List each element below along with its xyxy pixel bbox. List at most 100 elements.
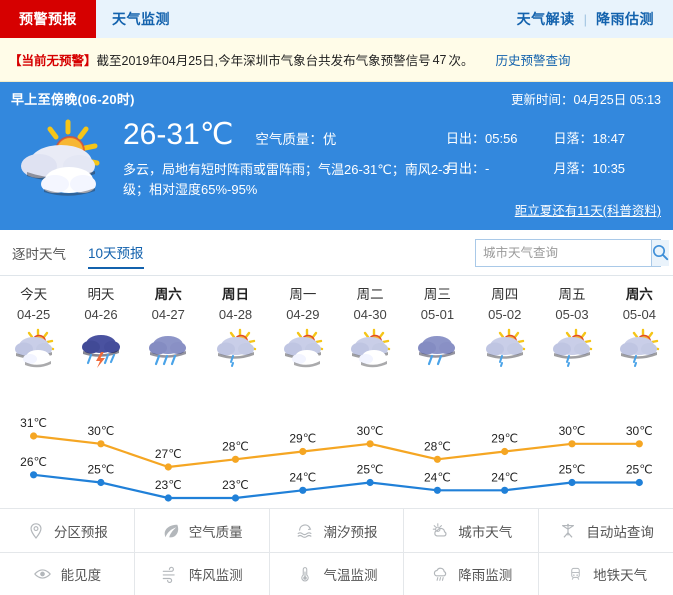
temperature-label: 30℃ [357, 424, 384, 438]
forecast-day-column[interactable]: 周四 05-02 [471, 285, 538, 372]
tab-ten-day-forecast[interactable]: 10天预报 [88, 242, 144, 269]
panel-moonset: 月落：10:35 [553, 161, 626, 176]
footer-link-wind[interactable]: 阵风监测 [133, 553, 269, 595]
sun-shower-icon [538, 324, 605, 372]
panel-solar-term-link[interactable]: 距立夏还有11天(科普资料) [514, 204, 661, 218]
temperature-label: 25℃ [626, 463, 653, 477]
temperature-point [501, 486, 509, 494]
footer-link-leaf[interactable]: 空气质量 [133, 509, 269, 552]
tab-hourly-weather[interactable]: 逐时天气 [12, 247, 66, 262]
nav-tab-weather-monitoring[interactable]: 天气监测 [112, 11, 170, 27]
temperature-label: 30℃ [626, 424, 653, 438]
footer-link-label: 自动站查询 [586, 524, 654, 540]
panel-weather-description: 多云，局地有短时阵雨或雷阵雨；气温26-31℃；南风2-3级；相对湿度65%-9… [123, 162, 450, 198]
nav-link-rainfall-estimation[interactable]: 降雨估测 [596, 11, 654, 27]
footer-link-eye[interactable]: 能见度 [0, 553, 134, 595]
forecast-day-column[interactable]: 周三 05-01 [404, 285, 471, 372]
footer-link-label: 降雨监测 [458, 568, 513, 583]
forecast-day-date: 04-26 [84, 307, 118, 322]
weather-station-icon [558, 521, 578, 541]
footer-link-city-sun-cloud[interactable]: 城市天气 [403, 509, 538, 552]
temperature-label: 24℃ [289, 470, 316, 484]
temperature-point [366, 440, 374, 448]
top-navigation-bar: 预警预报 天气监测 天气解读 | 降雨估测 [0, 0, 673, 38]
forecast-day-date: 05-01 [420, 307, 455, 322]
forecast-day-column[interactable]: 周二 04-30 [336, 285, 403, 372]
alert-history-link[interactable]: 历史预警查询 [495, 54, 571, 68]
wind-icon [161, 564, 181, 584]
footer-link-weather-station[interactable]: 自动站查询 [538, 509, 673, 552]
forecast-day-column[interactable]: 周六 04-27 [135, 285, 202, 372]
thunderstorm-icon [67, 324, 134, 372]
partly-cloudy-icon [336, 324, 403, 372]
temperature-label: 29℃ [491, 432, 518, 446]
search-input[interactable] [476, 239, 651, 266]
panel-moon-row: 月出：- 月落：10:35 [446, 158, 661, 177]
forecast-day-columns: 今天 04-25 明天 04-26 周六 04-27 周日 04-28 周一 04-29 周二 04-… [0, 276, 673, 372]
temperature-label: 27℃ [155, 447, 182, 461]
temperature-label: 30℃ [87, 424, 114, 438]
footer-link-tide-wave[interactable]: 潮汐预报 [268, 509, 404, 552]
nav-tab-warning-forecast[interactable]: 预警预报 [0, 0, 96, 38]
panel-temperature-row: 26-31℃ 空气质量：优 [123, 120, 662, 150]
temperature-label: 25℃ [357, 463, 384, 477]
forecast-day-date: 04-27 [151, 307, 185, 322]
panel-body: 26-31℃ 空气质量：优 多云，局地有短时阵雨或雷阵雨；气温26-31℃；南风… [11, 114, 662, 200]
panel-main-info: 26-31℃ 空气质量：优 多云，局地有短时阵雨或雷阵雨；气温26-31℃；南风… [119, 114, 662, 200]
footer-link-label: 能见度 [60, 568, 102, 583]
temperature-point [299, 447, 307, 456]
thermometer-icon [295, 564, 315, 584]
footer-link-label: 空气质量 [188, 524, 243, 540]
alert-status-tag: 【当前无预警】 [9, 54, 97, 68]
forecast-day-column[interactable]: 今天 04-25 [0, 285, 67, 372]
forecast-day-date: 04-28 [218, 307, 253, 322]
temperature-point [97, 440, 105, 448]
partly-cloudy-icon [269, 324, 336, 372]
temperature-point [568, 478, 576, 487]
alert-count-unit: 次。 [448, 54, 474, 68]
eye-icon [33, 564, 53, 584]
forecast-day-date: 04-29 [286, 307, 320, 322]
rain-icon [135, 324, 202, 372]
temperature-label: 28℃ [222, 439, 249, 453]
temperature-point [231, 455, 240, 463]
footer-row: 分区预报 空气质量 潮汐预报 城市天气 自动站查询 [0, 509, 673, 552]
rain-cloud-icon [430, 564, 450, 584]
forecast-day-column[interactable]: 周五 05-03 [538, 285, 605, 372]
footer-row: 能见度 阵风监测 气温监测 降雨监测 地铁天气 [0, 552, 673, 595]
temperature-point [164, 463, 172, 471]
panel-period-label: 早上至傍晚(06-20时) [11, 92, 135, 107]
quick-links-footer: 分区预报 空气质量 潮汐预报 城市天气 自动站查询 能见度 阵风监测 气温监测 降雨监测 地铁天… [0, 508, 673, 595]
forecast-day-column[interactable]: 周一 04-29 [269, 285, 336, 372]
temperature-point [366, 478, 374, 487]
footer-link-label: 气温监测 [323, 568, 378, 583]
temperature-line-low [33, 473, 640, 500]
forecast-day-column[interactable]: 明天 04-26 [67, 285, 134, 372]
footer-link-thermometer[interactable]: 气温监测 [268, 553, 404, 595]
temperature-point [29, 471, 38, 479]
forecast-day-column[interactable]: 周日 04-28 [202, 285, 269, 372]
footer-link-rain-cloud[interactable]: 降雨监测 [403, 553, 538, 595]
footer-link-label: 分区预报 [53, 524, 108, 540]
panel-update-time: 更新时间：04月25日 05:13 [510, 93, 661, 107]
footer-link-region-map[interactable]: 分区预报 [0, 509, 134, 552]
forecast-day-name: 周二 [356, 287, 384, 302]
current-weather-panel: 早上至傍晚(06-20时) 更新时间：04月25日 05:13 [0, 82, 673, 230]
panel-sunrise: 日出：05:56 [446, 131, 518, 146]
city-sun-cloud-icon [430, 521, 450, 541]
footer-link-label: 潮汐预报 [323, 524, 378, 540]
footer-link-metro-train[interactable]: 地铁天气 [538, 553, 673, 595]
temperature-label: 25℃ [559, 463, 586, 477]
temperature-label: 24℃ [491, 470, 518, 484]
forecast-day-name: 明天 [87, 287, 115, 302]
leaf-icon [161, 521, 181, 541]
temperature-point [433, 486, 441, 494]
nav-link-weather-interpretation[interactable]: 天气解读 [516, 11, 575, 27]
forecast-day-column[interactable]: 周六 05-04 [606, 285, 673, 372]
forecast-day-date: 05-02 [488, 307, 522, 322]
search-icon[interactable] [651, 239, 669, 266]
forecast-day-name: 周一 [289, 287, 317, 302]
temperature-label: 30℃ [559, 424, 586, 438]
temperature-label: 29℃ [289, 432, 316, 446]
temperature-chart: 31℃ 30℃ 27℃ 28℃ 29℃ 30℃ 28℃ 29℃ 30℃ 30℃ 26℃ 25℃ 23℃ 2… [0, 414, 673, 510]
